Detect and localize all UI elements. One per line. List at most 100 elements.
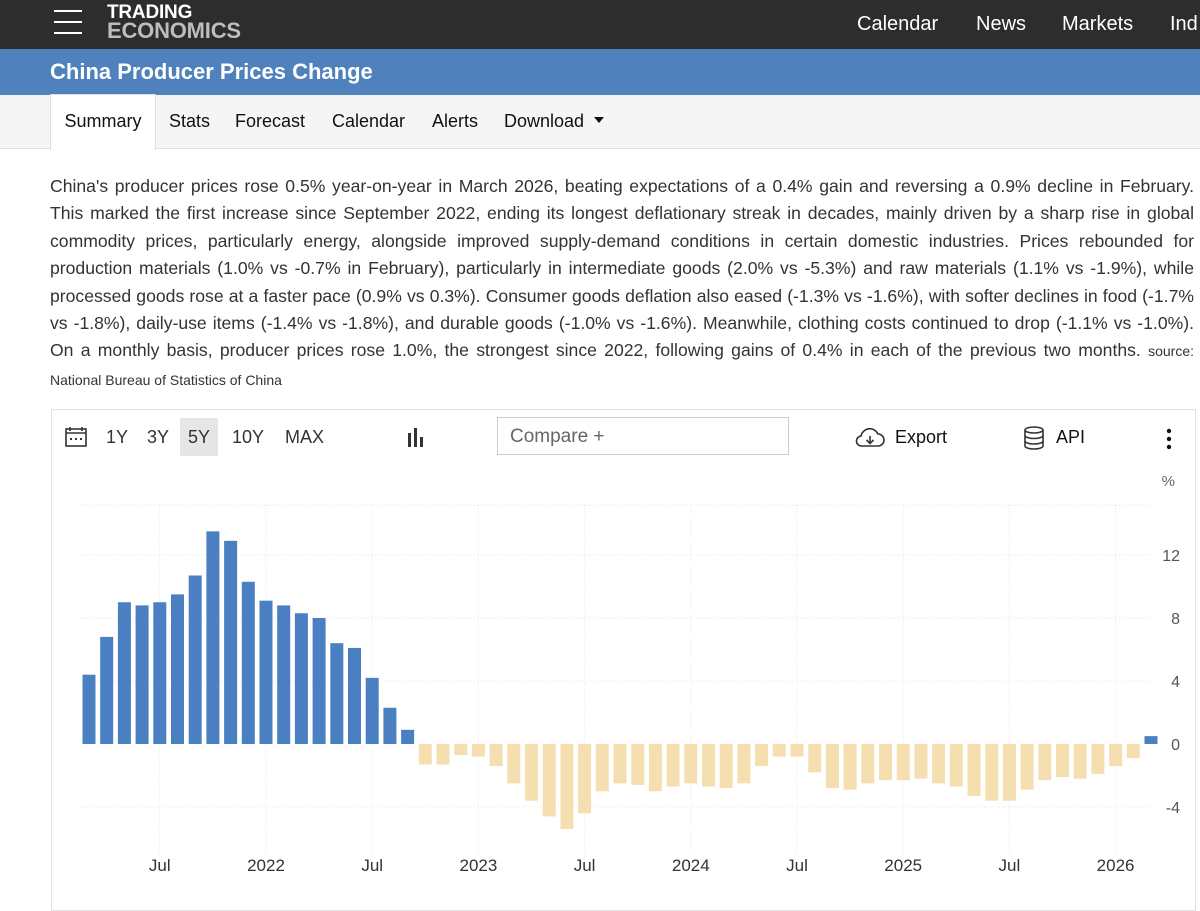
chart-bar[interactable] (790, 744, 804, 757)
chart-bar[interactable] (471, 744, 485, 757)
x-tick-label: 2022 (247, 856, 285, 875)
chart-bar[interactable] (631, 744, 645, 785)
chart-bar[interactable] (560, 744, 574, 830)
x-tick-label: 2024 (672, 856, 710, 875)
chart-bar[interactable] (241, 581, 255, 744)
chart-bar[interactable] (914, 744, 928, 779)
chart-bar[interactable] (949, 744, 963, 787)
range-max[interactable]: MAX (285, 427, 325, 447)
chart-bar[interactable] (666, 744, 680, 787)
chevron-down-icon (594, 117, 605, 124)
chart-bar[interactable] (507, 744, 521, 784)
chart-bar[interactable] (82, 674, 96, 744)
chart-bar[interactable] (489, 744, 503, 767)
menu-icon[interactable] (54, 10, 82, 36)
chart-bar[interactable] (1109, 744, 1123, 767)
chart-bar[interactable] (684, 744, 698, 784)
chart-bar[interactable] (1091, 744, 1105, 774)
calendar-icon[interactable] (65, 427, 87, 447)
chart-bar[interactable] (1073, 744, 1087, 779)
chart-bar[interactable] (330, 643, 344, 744)
chart-bar[interactable] (1038, 744, 1052, 781)
chart-bar[interactable] (825, 744, 839, 789)
chart-bar[interactable] (525, 744, 538, 801)
logo-line1: TRADING (107, 2, 193, 23)
database-icon[interactable] (1023, 426, 1045, 450)
tab-download-label: Download (504, 111, 585, 131)
chart-bar[interactable] (259, 600, 273, 744)
chart-bar[interactable] (861, 744, 875, 784)
api-button[interactable]: API (1056, 427, 1086, 447)
chart-bar[interactable] (702, 744, 715, 787)
chart-bar[interactable] (312, 618, 326, 744)
chart-bar[interactable] (896, 744, 910, 781)
chart-bar[interactable] (932, 744, 946, 784)
y-axis-unit: % (1162, 473, 1175, 490)
summary-description: China's producer prices rose 0.5% year-o… (50, 173, 1194, 394)
tab-stats[interactable]: Stats (169, 111, 211, 131)
y-tick-label: -4 (1166, 800, 1180, 817)
chart-bar[interactable] (985, 744, 999, 801)
range-5y[interactable]: 5Y (180, 418, 219, 456)
chart-bar[interactable] (418, 744, 432, 765)
nav-news[interactable]: News (976, 13, 1027, 35)
chart-bar[interactable] (772, 744, 786, 757)
chart-bar[interactable] (737, 744, 751, 784)
x-tick-label: Jul (149, 856, 171, 875)
tab-alerts[interactable]: Alerts (432, 111, 479, 131)
range-10y[interactable]: 10Y (232, 427, 265, 447)
chart-bar[interactable] (206, 531, 220, 744)
chart-bar[interactable] (401, 729, 415, 744)
range-1y[interactable]: 1Y (106, 427, 129, 447)
tab-summary[interactable]: Summary (50, 94, 156, 150)
chart-bar[interactable] (117, 602, 131, 744)
more-vertical-icon[interactable] (1166, 428, 1172, 450)
chart-bar[interactable] (224, 540, 238, 744)
chart-bar[interactable] (648, 744, 662, 792)
chart-bar[interactable] (436, 744, 450, 765)
chart-bar[interactable] (808, 744, 822, 773)
tabs-bar: Summary Stats Forecast Calendar Alerts D… (0, 94, 1200, 150)
range-3y[interactable]: 3Y (147, 427, 170, 447)
chart-bar[interactable] (879, 744, 892, 781)
site-logo[interactable]: TRADING ECONOMICS (107, 2, 241, 43)
chart-bar[interactable] (454, 744, 468, 756)
chart-bar[interactable] (188, 575, 202, 744)
chart-bar[interactable] (542, 744, 556, 817)
chart-bar[interactable] (135, 605, 149, 744)
chart-bar[interactable] (171, 594, 184, 744)
chart-bar[interactable] (1002, 744, 1016, 801)
bar-chart-icon[interactable] (407, 427, 425, 447)
tab-calendar[interactable]: Calendar (332, 111, 406, 131)
chart-bar[interactable] (277, 605, 291, 744)
chart-bar[interactable] (578, 744, 592, 814)
chart-bar[interactable] (967, 744, 981, 796)
chart-bar[interactable] (365, 677, 379, 744)
nav-indicators[interactable]: Ind (1170, 13, 1198, 35)
chart-bar[interactable] (348, 647, 361, 744)
chart-bar[interactable] (843, 744, 857, 790)
source-link[interactable]: source: National Bureau of Statistics of… (50, 343, 1194, 388)
chart-bar[interactable] (294, 613, 308, 744)
chart-bar[interactable] (613, 744, 627, 784)
nav-markets[interactable]: Markets (1062, 13, 1134, 35)
chart-bar[interactable] (719, 744, 733, 789)
compare-input[interactable]: Compare + (497, 417, 789, 455)
nav-calendar[interactable]: Calendar (857, 13, 939, 35)
chart-bar[interactable] (1020, 744, 1034, 790)
chart-bar[interactable] (755, 744, 769, 767)
tab-forecast[interactable]: Forecast (235, 111, 306, 131)
export-button[interactable]: Export (895, 427, 948, 447)
page-title: China Producer Prices Change (50, 59, 373, 84)
chart-bar[interactable] (383, 707, 397, 744)
chart-bar[interactable] (100, 636, 114, 744)
logo-line2: ECONOMICS (107, 18, 241, 43)
cloud-download-icon[interactable] (855, 428, 885, 448)
tab-download[interactable]: Download (504, 95, 605, 148)
chart-bar[interactable] (153, 602, 167, 744)
chart-bar[interactable] (1056, 744, 1069, 778)
description-text: China's producer prices rose 0.5% year-o… (50, 176, 1194, 361)
chart-bar[interactable] (595, 744, 609, 792)
chart-bar[interactable] (1126, 744, 1140, 759)
chart-bar[interactable] (1144, 736, 1158, 744)
